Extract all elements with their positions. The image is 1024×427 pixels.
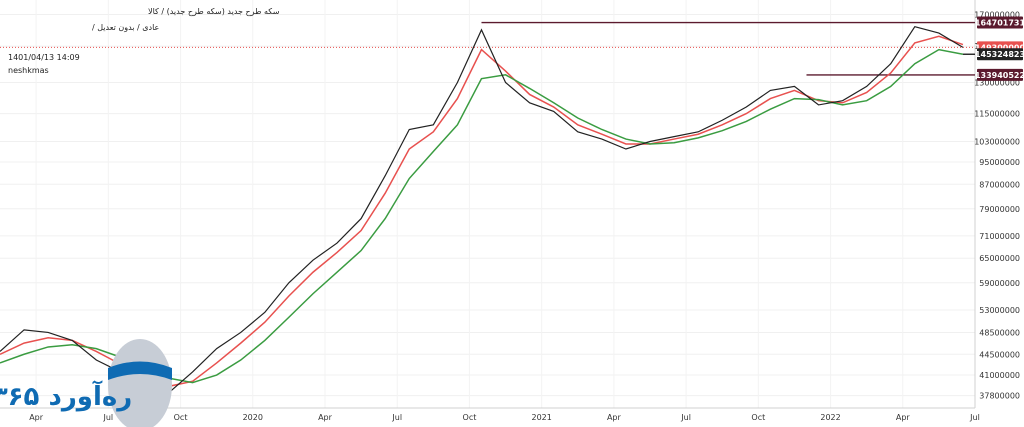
y-tick-label: 95000000 [979,158,1020,167]
x-tick-label: Jul [391,413,402,422]
y-tick-label: 115000000 [974,110,1020,119]
y-tick-label: 48500000 [979,328,1020,337]
x-tick-label: Oct [174,413,188,422]
level-label: 133940522 [975,71,1024,80]
level-label-box [977,16,1023,29]
y-tick-label: 130000000 [974,78,1020,87]
y-tick-label: 44500000 [979,350,1020,359]
grid [0,0,976,408]
x-tick-label: Oct [751,413,765,422]
chart-subtitle: عادی / بدون تعدیل / [92,23,159,32]
y-tick-label: 59000000 [979,279,1020,288]
logo-band-icon [108,361,172,380]
x-tick-label: 2021 [531,413,551,422]
x-tick-label: Jul [103,413,114,422]
x-tick-label: Apr [607,413,622,422]
y-tick-label: 37800000 [979,392,1020,401]
x-tick-label: Apr [318,413,333,422]
level-label: 164701731 [975,19,1024,28]
y-tick-label: 103000000 [974,138,1020,147]
level-label: 149300000 [975,43,1024,52]
y-tick-label: 170000000 [974,10,1020,19]
logo: ره‌آورد ۳۶۵ [0,339,172,427]
y-tick-label: 71000000 [979,232,1020,241]
time-axis[interactable]: Apr Jul Oct 2020 Apr Jul Oct 2021 Apr Jul Oct 2022 A… [29,413,980,422]
level-label-box [977,68,1023,81]
y-tick-label: 79000000 [979,205,1020,214]
y-tick-label: 41000000 [979,371,1020,380]
level-label: 145324823 [975,50,1024,59]
x-tick-label: 2022 [820,413,840,422]
x-tick-label: Oct [463,413,477,422]
level-label-box [977,48,1023,61]
logo-text: ره‌آورد ۳۶۵ [0,380,132,412]
y-tick-label: 87000000 [979,180,1020,189]
level-lines [0,21,975,76]
y-tick-label: 65000000 [979,254,1020,263]
x-tick-label: Apr [29,413,44,422]
x-tick-label: Jul [969,413,980,422]
logo-shape-icon [108,339,172,427]
x-tick-label: 2020 [243,413,263,422]
author-tag: neshkmas [8,66,49,75]
chart-title: سکه طرح جدید (سکه طرح جدید) / کالا [148,7,280,16]
x-tick-label: Jul [680,413,691,422]
price-axis[interactable]: 1700000001500000001300000001150000001030… [974,10,1020,400]
y-tick-label: 53000000 [979,306,1020,315]
timestamp: 1401/04/13 14:09 [8,53,80,62]
x-tick-label: Apr [896,413,911,422]
